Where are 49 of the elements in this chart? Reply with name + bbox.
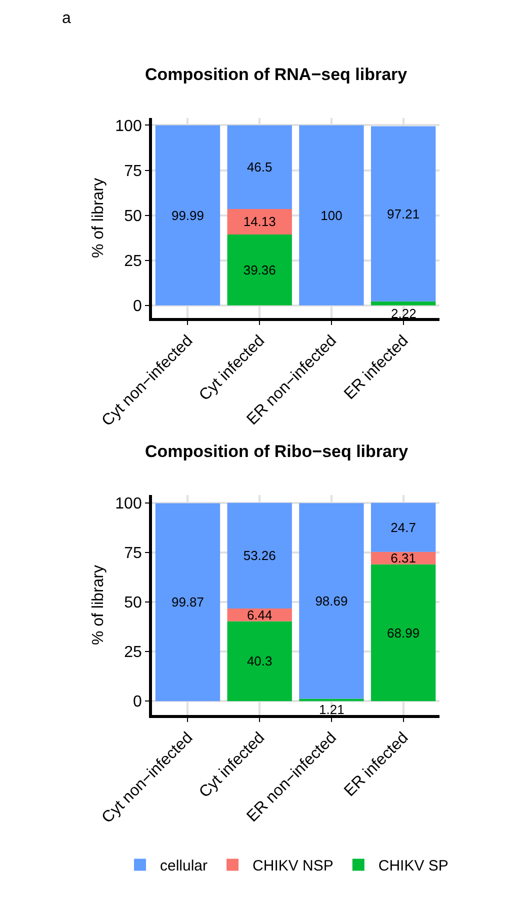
bar bbox=[227, 125, 292, 210]
data-label: 68.99 bbox=[387, 625, 420, 640]
text: a bbox=[62, 10, 71, 27]
data-label: 6.44 bbox=[246, 607, 272, 622]
y-axis-title: % of library bbox=[90, 178, 108, 258]
bar bbox=[227, 234, 292, 306]
data-label: 39.36 bbox=[243, 262, 276, 278]
legend-label: cellular bbox=[160, 858, 208, 875]
bar bbox=[227, 502, 292, 608]
bar bbox=[299, 503, 364, 699]
bar bbox=[227, 608, 292, 622]
bar bbox=[299, 698, 364, 702]
data-label: 6.31 bbox=[390, 550, 416, 566]
data-label: 53.26 bbox=[243, 548, 276, 564]
bar bbox=[227, 621, 292, 702]
y-axis-title: % of library bbox=[90, 564, 108, 646]
data-label: 2.22 bbox=[391, 306, 416, 321]
y-tick-label: 50 bbox=[124, 208, 142, 225]
data-label: 99.99 bbox=[171, 208, 204, 223]
data-label: 99.87 bbox=[171, 594, 204, 610]
y-tick-label: 100 bbox=[115, 496, 142, 513]
data-label: 1.21 bbox=[319, 702, 344, 717]
data-label: 40.3 bbox=[246, 654, 272, 669]
data-label: 97.21 bbox=[387, 206, 420, 222]
legend-label: CHIKV SP bbox=[378, 858, 448, 875]
bar bbox=[155, 503, 220, 702]
chart-title: Composition of Ribo−seq library bbox=[145, 442, 409, 461]
bar bbox=[370, 301, 436, 306]
y-tick-label: 0 bbox=[132, 694, 142, 711]
data-label: 24.7 bbox=[390, 520, 416, 535]
y-tick-label: 75 bbox=[124, 545, 142, 562]
y-tick-label: 75 bbox=[124, 162, 142, 180]
data-label: 46.5 bbox=[246, 160, 272, 175]
y-tick-label: 25 bbox=[124, 644, 142, 662]
data-label: 98.69 bbox=[315, 593, 348, 608]
y-tick-label: 0 bbox=[132, 298, 142, 315]
legend-label: CHIKV NSP bbox=[252, 858, 334, 875]
data-label: 14.13 bbox=[243, 214, 276, 230]
bar bbox=[227, 209, 292, 234]
bar bbox=[370, 502, 436, 552]
bar bbox=[155, 125, 220, 306]
bar bbox=[299, 125, 364, 306]
y-tick-label: 100 bbox=[115, 118, 142, 135]
bar bbox=[370, 126, 436, 302]
bar bbox=[370, 564, 436, 702]
y-tick-label: 25 bbox=[124, 252, 142, 270]
data-label: 100 bbox=[320, 208, 342, 223]
y-tick-label: 50 bbox=[124, 594, 142, 612]
chart-title: Composition of RNA−seq library bbox=[145, 65, 408, 84]
